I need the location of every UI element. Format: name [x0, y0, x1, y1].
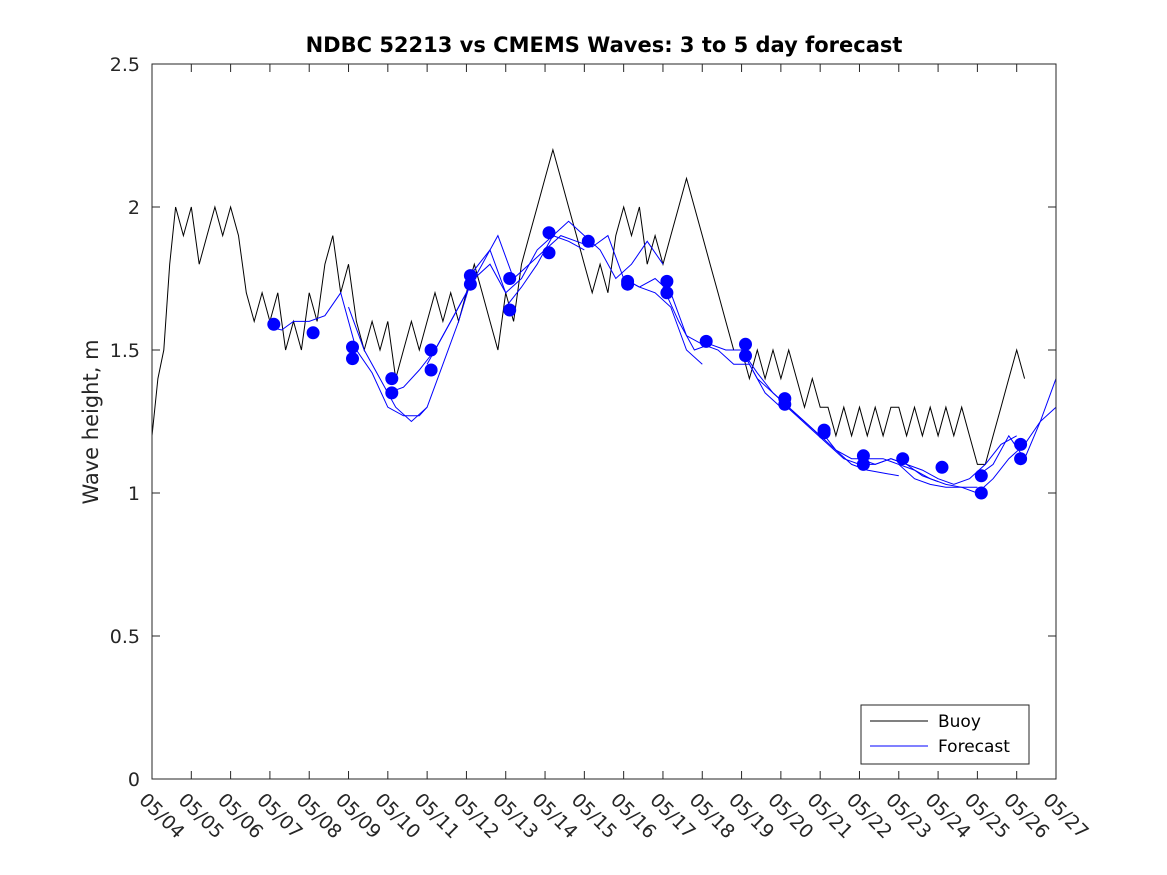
forecast-point: [935, 460, 949, 474]
forecast-point: [542, 246, 556, 260]
forecast-point: [346, 352, 359, 366]
forecast-run-line-8: [741, 349, 899, 477]
forecast-run-line-2: [387, 234, 546, 394]
forecast-point: [974, 486, 988, 500]
y-tick-label: 2: [128, 197, 140, 219]
buoy-series-line: [151, 147, 1026, 465]
forecast-point: [817, 426, 831, 440]
forecast-point: [1014, 437, 1028, 451]
forecast-point: [306, 326, 320, 340]
forecast-run-line-7: [662, 286, 821, 437]
forecast-run-line-4: [505, 220, 664, 308]
forecast-point: [856, 457, 870, 471]
forecast-point: [621, 277, 635, 291]
forecast-run-line-3: [426, 235, 585, 365]
plot-area: [151, 147, 1057, 500]
y-tick-label: 1.5: [110, 340, 140, 362]
forecast-point: [463, 277, 477, 291]
y-axis: 0 0.5 1 1.5 2 2.5: [110, 54, 1056, 791]
forecast-point: [739, 349, 752, 363]
forecast-run-line-11: [859, 435, 1017, 485]
y-tick-label: 1: [128, 483, 140, 505]
forecast-run-line-0: [269, 291, 428, 417]
legend-label-buoy: Buoy: [938, 712, 981, 732]
forecast-point: [424, 343, 438, 357]
x-tick-label: 05/27: [1038, 789, 1092, 843]
legend: Buoy Forecast: [860, 704, 1030, 765]
forecast-point: [699, 334, 713, 348]
forecast-point: [542, 226, 556, 240]
forecast-point: [1014, 452, 1028, 466]
forecast-point: [385, 372, 399, 386]
forecast-point: [424, 363, 438, 377]
y-tick-label: 0.5: [110, 626, 140, 648]
legend-label-forecast: Forecast: [938, 737, 1010, 757]
forecast-point: [346, 340, 359, 354]
forecast-point: [660, 286, 674, 300]
forecast-run-line-5: [544, 234, 703, 365]
y-tick-label: 2.5: [110, 54, 140, 76]
legend-box: [860, 704, 1030, 765]
forecast-point: [385, 386, 399, 400]
y-tick-label: 0: [128, 769, 140, 791]
forecast-point: [739, 337, 752, 351]
y-axis-label: Wave height, m: [79, 339, 103, 504]
forecast-point: [896, 452, 910, 466]
forecast-point: [778, 397, 792, 411]
forecast-point: [267, 317, 281, 331]
forecast-point: [581, 234, 595, 248]
axes-box: [151, 63, 1057, 780]
forecast-point: [503, 303, 517, 317]
forecast-run-line-1: [348, 248, 507, 423]
chart-title: NDBC 52213 vs CMEMS Waves: 3 to 5 day fo…: [306, 33, 903, 57]
forecast-point: [974, 469, 988, 483]
forecast-point: [660, 274, 674, 288]
forecast-point: [503, 272, 517, 285]
